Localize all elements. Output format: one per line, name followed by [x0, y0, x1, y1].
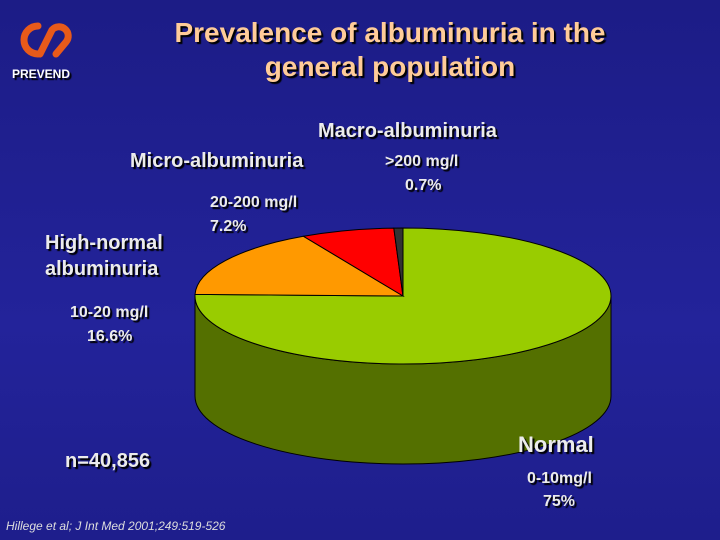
citation: Hillege et al; J Int Med 2001;249:519-52… — [6, 519, 226, 533]
slice-name: Micro-albuminuria — [130, 150, 304, 172]
pie-slice — [393, 227, 404, 297]
slice-value: 75% — [543, 493, 576, 510]
sample-size: n=40,856 — [65, 450, 151, 472]
chart-title: Prevalence of albuminuria in the general… — [174, 17, 606, 82]
slice-value: 0.7% — [405, 177, 442, 194]
slice-name: High-normal albuminuria — [45, 232, 163, 280]
slice-value: 16.6% — [87, 328, 133, 345]
slice-name: Normal — [518, 432, 594, 457]
pie-slice — [194, 235, 405, 297]
slice-range: 10-20 mg/l — [70, 304, 149, 321]
slice-range: 0-10mg/l — [527, 470, 592, 487]
logo-text: PREVEND — [12, 67, 71, 81]
logo-mark — [20, 22, 72, 58]
slice-range: 20-200 mg/l — [210, 194, 298, 211]
slice-value: 7.2% — [210, 218, 247, 235]
slice-range: >200 mg/l — [385, 153, 459, 170]
slice-name: Macro-albuminuria — [318, 120, 497, 142]
